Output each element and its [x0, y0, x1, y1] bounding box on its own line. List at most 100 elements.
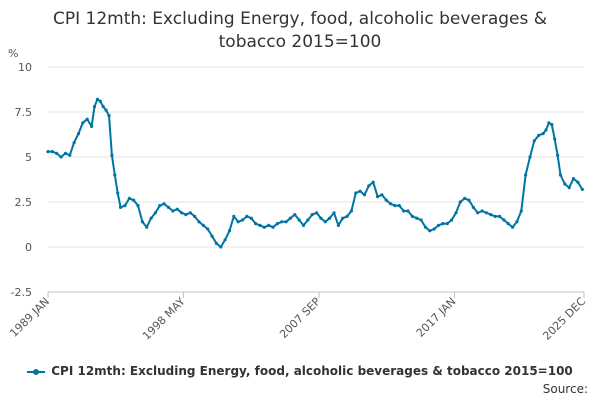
data-point: [116, 191, 120, 195]
data-point: [415, 216, 419, 220]
data-point: [445, 222, 449, 226]
data-point: [140, 220, 144, 224]
data-point: [284, 220, 288, 224]
data-point: [380, 193, 384, 197]
data-point: [432, 227, 436, 231]
data-point: [497, 214, 502, 218]
data-point: [328, 216, 332, 220]
data-point: [471, 205, 475, 209]
data-point: [376, 195, 380, 199]
data-point: [506, 222, 510, 226]
data-point: [223, 238, 227, 242]
series-line: [48, 98, 584, 248]
y-tick-label: 0: [25, 241, 32, 254]
data-point: [402, 209, 406, 213]
data-point: [236, 220, 240, 224]
data-point: [532, 139, 536, 143]
data-point: [127, 196, 131, 200]
line-chart: -2.5 0 2.5 5 7.5 10% 1989 JAN 1998 MAY 2007 SEP 2…: [7, 47, 588, 343]
data-point: [419, 218, 423, 222]
data-point: [123, 204, 127, 208]
data-point: [571, 177, 576, 181]
x-tick-label: 2007 SEP: [277, 295, 323, 341]
data-point: [76, 132, 81, 136]
x-tick-label: 1989 JAN: [7, 295, 52, 340]
data-point: [310, 213, 314, 217]
data-point: [454, 211, 458, 215]
data-point: [180, 211, 184, 215]
data-point: [567, 186, 571, 190]
data-point: [68, 153, 72, 157]
data-point: [184, 213, 188, 217]
data-point: [493, 214, 497, 218]
source-label: Source:: [542, 382, 588, 396]
data-point: [345, 214, 349, 218]
x-tick-label: 2025 DEC: [540, 295, 588, 343]
data-point: [544, 128, 548, 132]
data-point: [550, 123, 554, 127]
data-point: [332, 211, 336, 215]
data-point: [428, 229, 432, 233]
data-point: [410, 214, 414, 218]
data-point: [358, 189, 362, 193]
data-point: [149, 216, 153, 220]
data-point: [46, 150, 50, 154]
y-tick-label: -2.5: [11, 286, 32, 299]
data-point: [541, 132, 545, 136]
data-point: [393, 204, 397, 208]
data-point: [193, 214, 197, 218]
data-point: [136, 204, 140, 208]
data-point: [306, 218, 310, 222]
legend-label: CPI 12mth: Excluding Energy, food, alcoh…: [51, 364, 573, 378]
data-point: [537, 133, 541, 137]
data-point: [467, 198, 471, 202]
data-point: [249, 216, 253, 220]
data-point: [362, 193, 367, 197]
data-point: [558, 173, 563, 177]
data-point: [288, 216, 292, 220]
data-point: [219, 245, 223, 249]
data-point: [319, 216, 323, 220]
data-point: [315, 211, 319, 215]
data-point: [528, 155, 532, 159]
data-point: [171, 209, 175, 213]
data-point: [502, 218, 506, 222]
data-point: [258, 223, 262, 227]
data-point: [280, 220, 284, 224]
x-tick-label: 2017 JAN: [414, 295, 459, 340]
data-point: [519, 209, 523, 213]
y-tick-label: 5: [25, 151, 32, 164]
data-point: [101, 105, 105, 109]
data-point: [384, 198, 388, 202]
data-point: [436, 223, 441, 227]
data-point: [576, 180, 580, 184]
data-point: [110, 153, 114, 157]
data-point: [489, 213, 493, 217]
data-point: [262, 225, 266, 229]
data-point: [240, 218, 245, 222]
data-point: [254, 222, 258, 226]
data-point: [210, 234, 214, 238]
data-point: [227, 229, 232, 233]
legend-line-marker-icon: [27, 368, 46, 375]
data-point: [293, 213, 297, 217]
y-tick-label: 7.5: [15, 106, 33, 119]
data-point: [214, 241, 218, 245]
data-point: [423, 225, 428, 229]
data-point: [206, 227, 210, 231]
data-point: [349, 209, 353, 213]
data-point: [113, 173, 117, 177]
y-tick-label: 10: [18, 61, 32, 74]
data-point: [458, 200, 462, 204]
data-point: [275, 222, 279, 226]
data-point: [524, 173, 528, 177]
data-point: [188, 211, 192, 215]
legend[interactable]: CPI 12mth: Excluding Energy, food, alcoh…: [0, 364, 600, 378]
data-point: [441, 222, 445, 226]
data-point: [553, 137, 557, 141]
data-point: [201, 223, 205, 227]
data-point: [175, 207, 179, 211]
data-point: [463, 196, 467, 200]
data-point: [476, 211, 480, 215]
data-point: [232, 214, 236, 218]
